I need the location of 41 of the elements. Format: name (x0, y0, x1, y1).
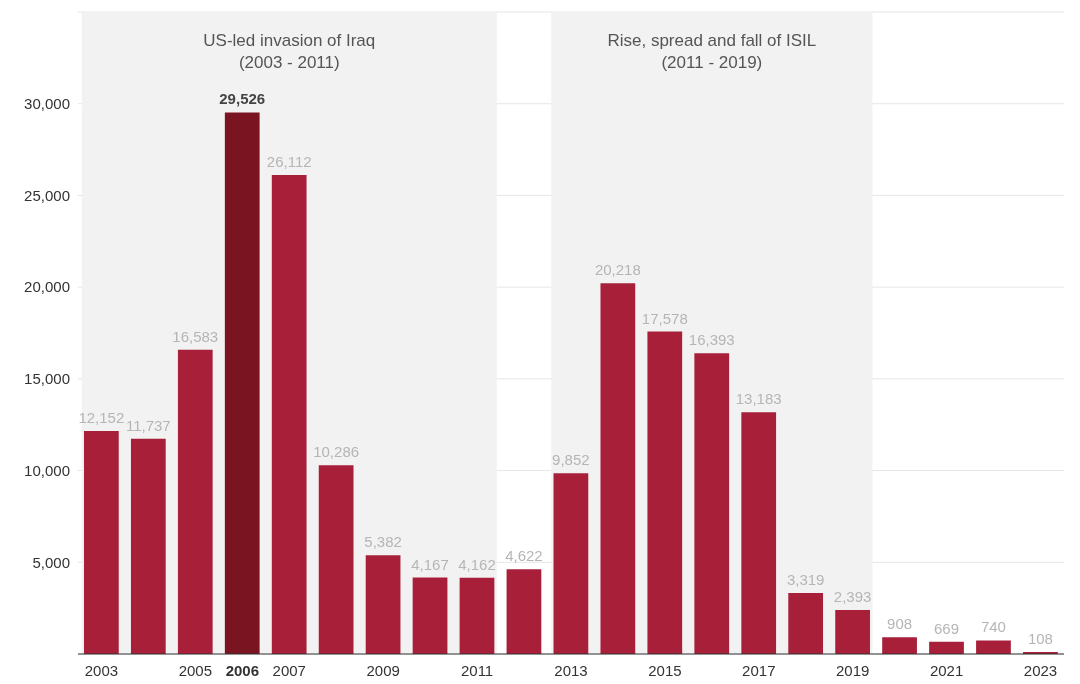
x-tick-label: 2009 (366, 662, 400, 679)
data-label: 9,852 (552, 451, 590, 469)
data-label: 13,183 (735, 390, 782, 408)
y-tick-label: 10,000 (24, 461, 70, 479)
data-label: 10,286 (313, 443, 360, 461)
data-label: 11,737 (125, 416, 171, 434)
data-label: 4,622 (505, 547, 543, 565)
x-tick-label: 2015 (648, 662, 682, 679)
data-label: 16,393 (688, 331, 735, 349)
y-tick-label: 25,000 (24, 186, 70, 204)
x-tick-label: 2011 (460, 662, 494, 679)
data-label: 29,526 (219, 90, 266, 108)
data-label: 2,393 (833, 588, 872, 606)
data-label: 16,583 (172, 327, 219, 345)
y-tick-label: 30,000 (24, 95, 70, 113)
data-label: 5,382 (364, 533, 402, 551)
x-tick-label: 2003 (84, 662, 119, 679)
data-label: 12,152 (78, 409, 125, 427)
data-label: 4,162 (458, 555, 496, 573)
data-label: 669 (934, 619, 960, 637)
x-tick-label: 2007 (272, 662, 306, 679)
band-label: Rise, spread and fall of ISIL (2011 - 2019) (607, 31, 817, 72)
band-label: US-led invasion of Iraq (2003 - 2011) (203, 31, 376, 72)
x-tick-label: 2023 (1023, 662, 1058, 679)
y-tick-label: 15,000 (24, 370, 70, 388)
x-tick-label: 2006 (225, 662, 260, 679)
data-label: 20,218 (594, 261, 641, 279)
x-tick-label: 2019 (836, 662, 870, 679)
y-tick-label: 20,000 (24, 278, 70, 296)
data-label: 740 (980, 618, 1006, 636)
data-label: 108 (1027, 630, 1053, 648)
data-label: 908 (887, 615, 913, 633)
x-tick-label: 2021 (929, 662, 964, 679)
x-tick-label: 2013 (554, 662, 588, 679)
data-label: 17,578 (641, 309, 688, 327)
data-label: 4,167 (411, 555, 449, 573)
data-label: 26,112 (266, 153, 312, 171)
data-label: 3,319 (786, 571, 825, 589)
x-tick-label: 2005 (178, 662, 213, 679)
y-tick-label: 5,000 (32, 553, 70, 571)
x-tick-label: 2017 (742, 662, 776, 679)
